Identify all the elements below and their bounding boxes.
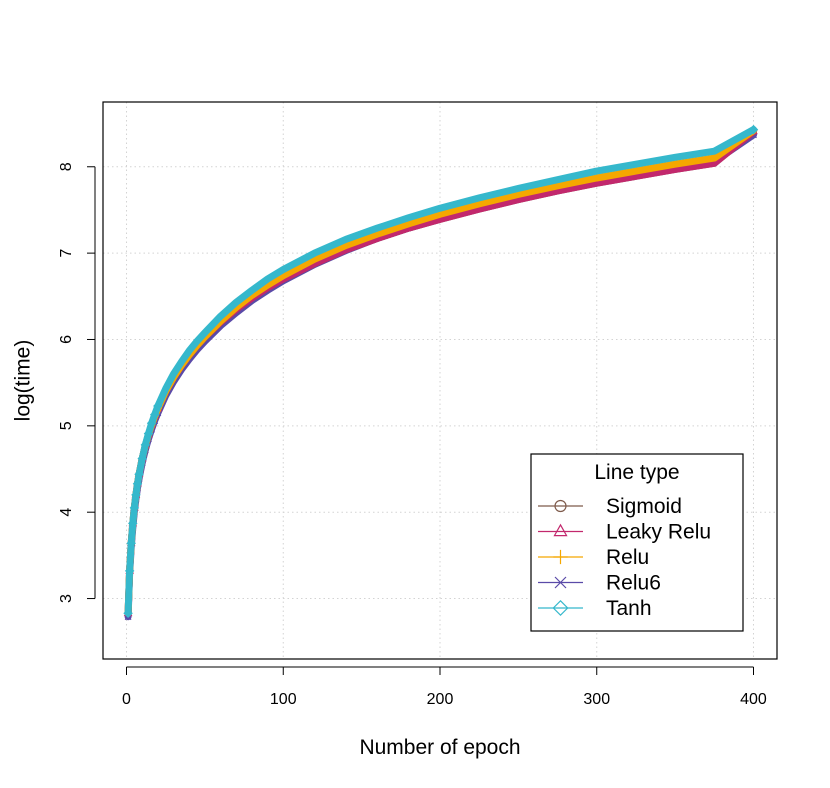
x-tick-label: 300 (583, 691, 610, 708)
legend-swatch-marker (554, 576, 567, 589)
x-tick-label: 200 (427, 691, 454, 708)
legend-entry: Sigmoid (538, 495, 682, 518)
legend-label: Sigmoid (606, 495, 682, 518)
legend-label: Tanh (606, 597, 652, 620)
data-point (126, 538, 136, 549)
legend-box (530, 453, 744, 632)
plot-frame (102, 101, 778, 660)
data-point (131, 490, 141, 500)
legend-swatch-marker (553, 523, 568, 537)
data-point (140, 440, 151, 450)
data-point (132, 478, 143, 489)
y-tick-label: 4 (58, 508, 75, 517)
legend-entry: Tanh (538, 597, 652, 620)
y-tick-label: 5 (58, 421, 75, 430)
legend-entry: Leaky Relu (538, 521, 711, 544)
data-point (129, 503, 140, 513)
x-axis: 0 100 200 300 400 (122, 666, 767, 708)
y-axis: 3 4 5 6 7 8 (58, 162, 96, 603)
legend-label: Relu (606, 546, 649, 569)
y-tick-label: 3 (58, 594, 75, 603)
legend-label: Leaky Relu (606, 521, 711, 544)
x-tick-label: 400 (740, 691, 767, 708)
legend-swatch-marker (553, 549, 568, 565)
data-point (143, 428, 154, 439)
legend-swatch-marker (554, 499, 567, 513)
series-tanh (123, 124, 759, 618)
data-point (128, 518, 138, 529)
legend-swatch-marker (552, 600, 569, 616)
y-axis-title: log(time) (11, 340, 34, 422)
x-axis-title: Number of epoch (359, 736, 520, 759)
y-tick-label: 7 (58, 249, 75, 258)
x-tick-label: 0 (122, 691, 131, 708)
series-line (124, 126, 757, 617)
data-point (146, 418, 157, 428)
x-tick-label: 100 (270, 691, 297, 708)
legend-entry: Relu (538, 546, 649, 569)
data-point (153, 401, 163, 411)
data-point (134, 469, 144, 479)
legend-entry: Relu6 (538, 572, 661, 595)
data-point (149, 409, 160, 420)
series-layer (123, 124, 759, 621)
data-point (137, 453, 147, 464)
data-point (123, 608, 133, 618)
y-tick-label: 8 (58, 162, 75, 171)
y-tick-label: 6 (58, 335, 75, 344)
legend-label: Relu6 (606, 572, 661, 595)
data-point (124, 566, 135, 576)
legend-title: Line type (594, 461, 679, 484)
data-point (748, 124, 759, 135)
